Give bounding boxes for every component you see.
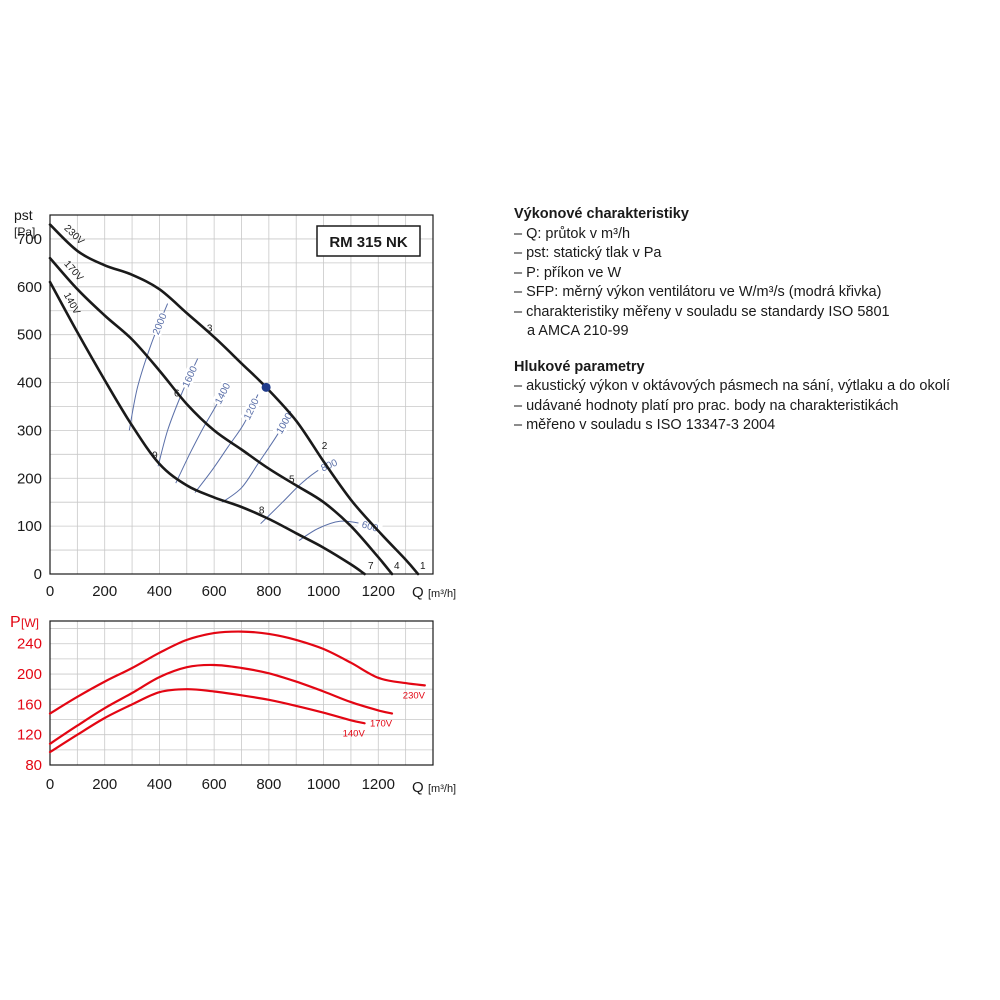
series-curve (48, 223, 420, 576)
y-axis-unit: [Pa] (14, 225, 35, 239)
sfp-label-bg (272, 409, 296, 437)
performance-list: – Q: průtok v m³/h – pst: statický tlak … (514, 225, 994, 342)
y-tick-label: 100 (17, 518, 42, 535)
sfp-label: 600 (360, 519, 380, 534)
y-tick-label: 600 (17, 279, 42, 296)
y-tick-label: 240 (17, 636, 42, 653)
x-tick-label: 200 (92, 583, 117, 600)
series-curve (48, 663, 394, 745)
y-axis-label: pst (14, 207, 33, 223)
series-curve (48, 688, 366, 754)
performance-heading: Výkonové charakteristiky (514, 206, 689, 222)
x-axis-unit: [m³/h] (428, 588, 456, 600)
x-tick-label: 200 (92, 776, 117, 793)
noise-heading: Hlukové parametry (514, 358, 645, 375)
sfp-label: 1600 (181, 364, 200, 389)
sfp-label-bg (315, 454, 343, 476)
x-tick-label: 800 (256, 583, 281, 600)
y-axis-unit: [W] (21, 616, 39, 630)
operating-point (261, 382, 271, 392)
performance-line: – pst: statický tlak v Pa (514, 245, 662, 261)
y-tick-label: 200 (17, 470, 42, 487)
x-axis-unit: [m³/h] (428, 783, 456, 795)
y-tick-label: 300 (17, 422, 42, 439)
info-panel: Výkonové charakteristiky – Q: průtok v m… (514, 205, 994, 452)
x-tick-label: 600 (202, 583, 227, 600)
y-tick-label: 0 (34, 566, 42, 583)
sfp-label-bg (149, 310, 170, 338)
performance-line: – charakteristiky měřeny v souladu se st… (514, 303, 890, 320)
sfp-label-bg (240, 395, 262, 423)
x-tick-label: 800 (256, 776, 281, 793)
y-tick-label: 80 (25, 757, 42, 774)
y-tick-label: 120 (17, 727, 42, 744)
x-tick-label: 0 (46, 583, 54, 600)
point-label: 8 (259, 506, 265, 517)
pressure-chart: 0 200 400 600 800 1000 12000100200300400500600… (14, 207, 456, 601)
performance-line: – Q: průtok v m³/h (514, 225, 631, 242)
noise-line: – akustický výkon v oktávových pásmech n… (514, 378, 951, 394)
series-label: 230V (403, 690, 426, 701)
x-axis-label: Q (412, 779, 424, 796)
x-tick-label: 400 (147, 776, 172, 793)
series-label: 230V (62, 223, 87, 247)
series-label: 140V (343, 728, 366, 739)
y-tick-label: 160 (17, 696, 42, 713)
title-box (316, 225, 421, 257)
point-label: 3 (207, 324, 213, 335)
y-tick-label: 400 (17, 375, 42, 392)
point-label: 7 (368, 561, 374, 572)
sfp-label-bg (179, 363, 200, 390)
performance-line: – SFP: měrný výkon ventilátoru ve W/m³/s… (514, 284, 882, 300)
sfp-label-bg (211, 379, 234, 407)
x-tick-label: 600 (202, 776, 227, 793)
point-label: 5 (289, 474, 295, 485)
y-tick-label: 700 (17, 231, 42, 248)
performance-line: a AMCA 210-99 (527, 323, 629, 339)
noise-line: – udávané hodnoty platí pro prac. body n… (514, 397, 899, 414)
x-axis-label: Q (412, 584, 424, 601)
noise-list: – akustický výkon v oktávových pásmech n… (514, 377, 994, 436)
series-label: 140V (61, 291, 82, 317)
series-label: 170V (370, 718, 393, 729)
y-tick-label: 200 (17, 666, 42, 683)
x-tick-label: 1200 (362, 776, 395, 793)
x-tick-label: 400 (147, 583, 172, 600)
plot-frame (49, 214, 434, 575)
point-label: 1 (420, 561, 426, 572)
series-label: 170V (61, 259, 85, 284)
series-curve (48, 630, 426, 715)
y-tick-label: 500 (17, 327, 42, 344)
point-label: 9 (152, 451, 158, 462)
x-tick-label: 1200 (362, 583, 395, 600)
y-axis-label: P (10, 614, 21, 631)
series-curve (48, 280, 366, 576)
noise-line: – měřeno v souladu s ISO 13347-3 2004 (514, 417, 776, 433)
x-tick-label: 0 (46, 776, 54, 793)
sfp-label: 2000 (151, 311, 170, 336)
point-label: 4 (394, 561, 400, 572)
plot-frame (49, 620, 434, 766)
power-chart: 0 200 400 600 800 1000 1200 80 120 160 200 240 P [W] Q… (10, 614, 456, 796)
point-label: 2 (322, 441, 328, 452)
performance-line: – P: příkon ve W (514, 264, 622, 281)
x-tick-label: 1000 (307, 583, 340, 600)
chart-title: RM 315 NK (329, 234, 408, 251)
series-curve (48, 256, 394, 576)
x-tick-label: 1000 (307, 776, 340, 793)
point-label: 6 (174, 388, 180, 399)
